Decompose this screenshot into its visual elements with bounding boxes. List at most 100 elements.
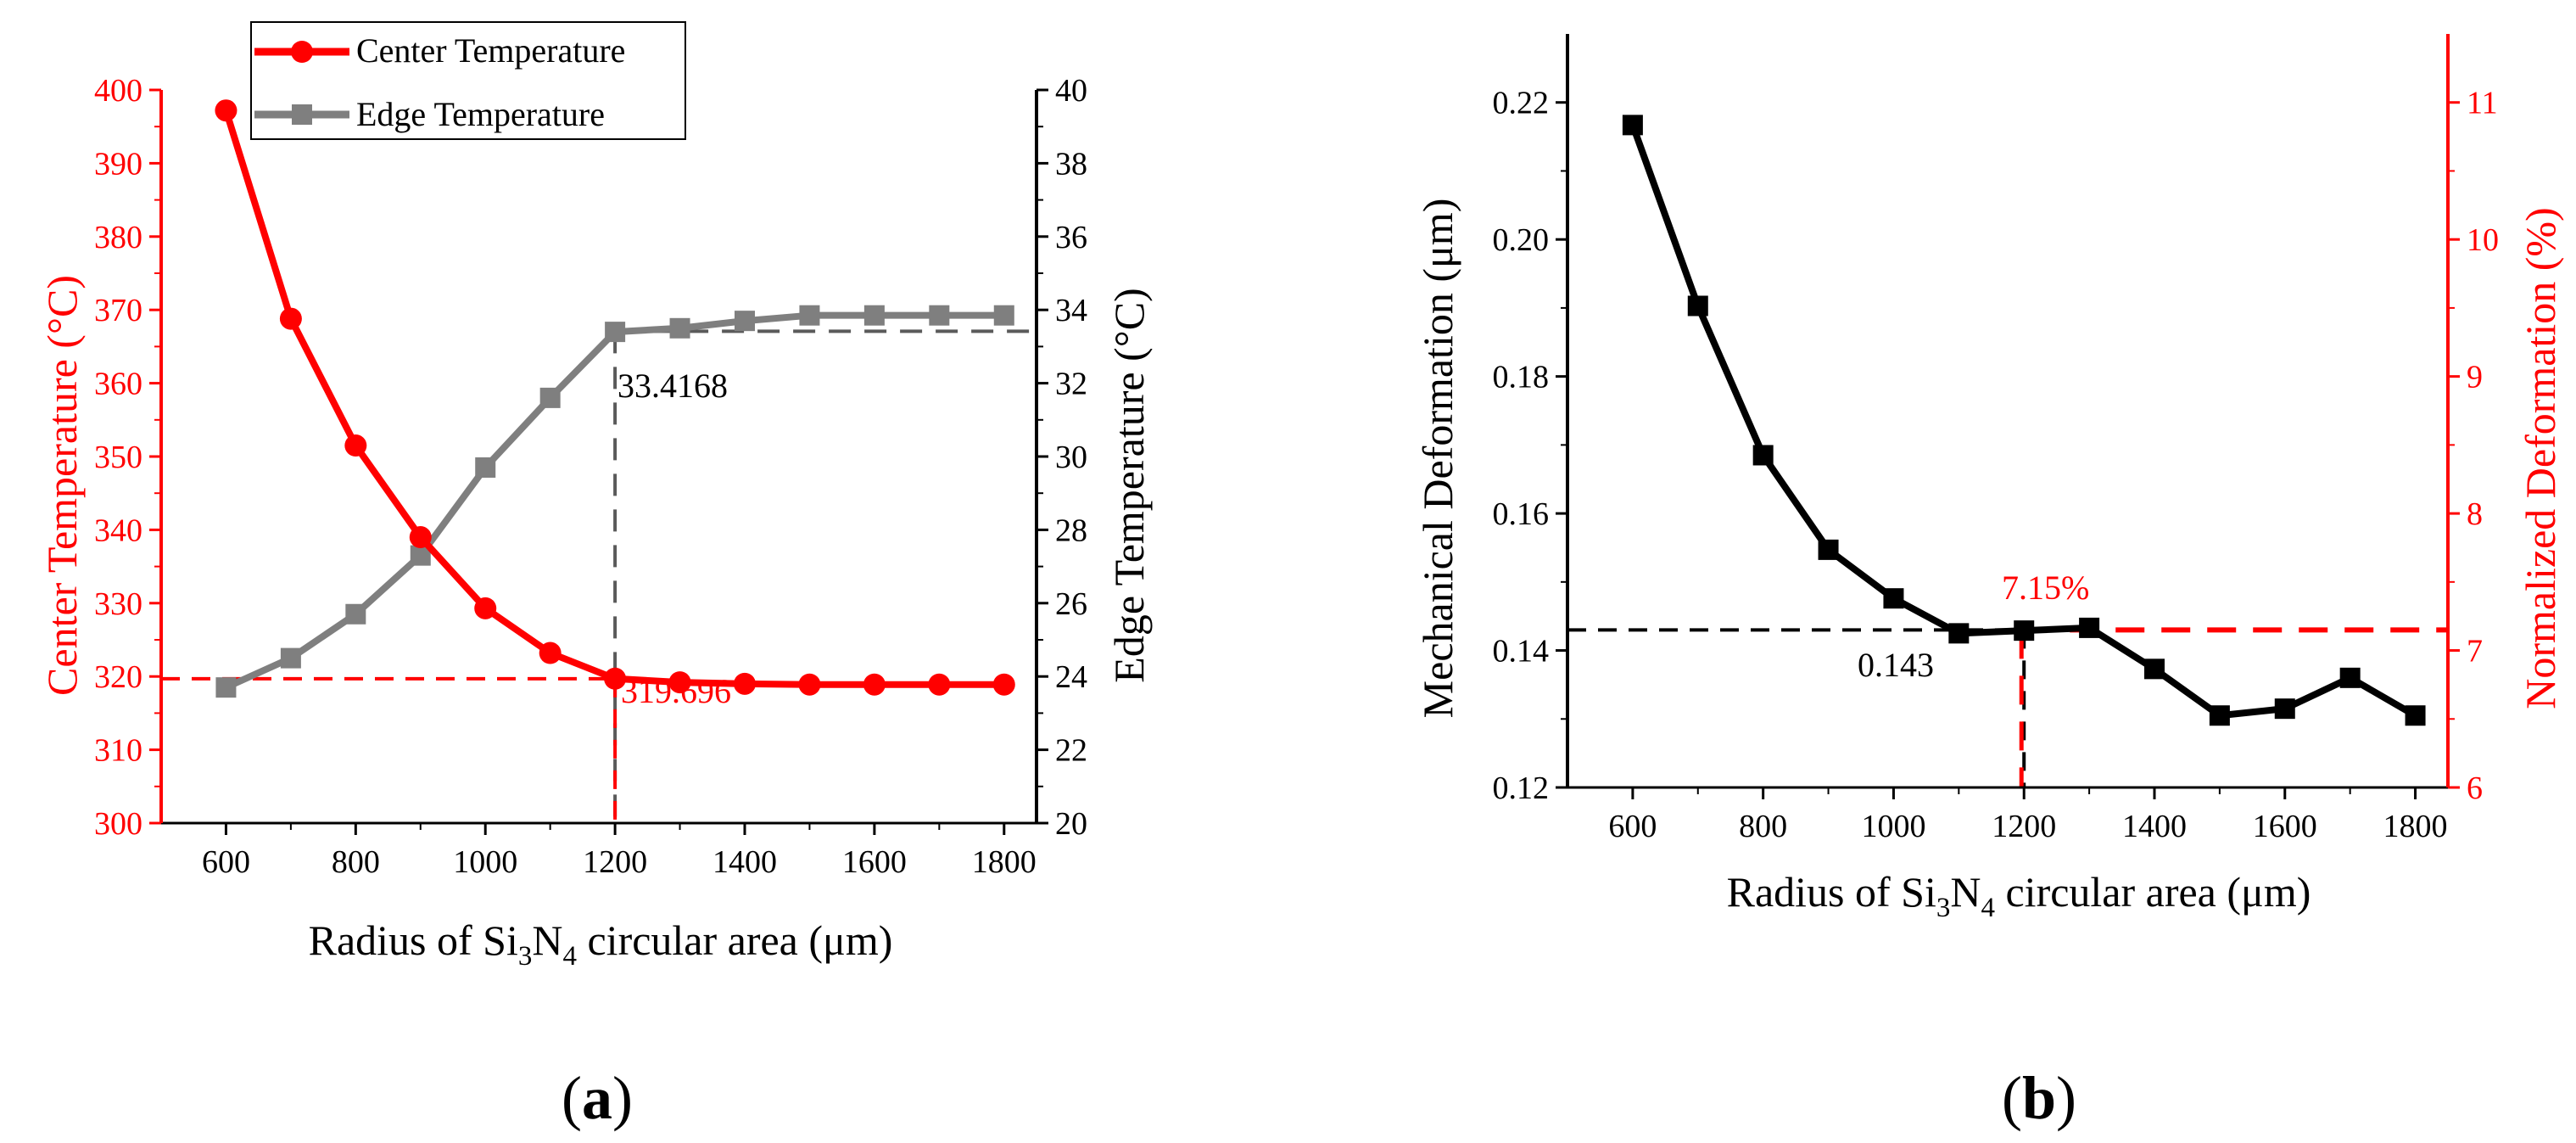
- x-tick-label: 1000: [453, 844, 517, 880]
- left-y-tick-label: 330: [94, 586, 142, 622]
- center-annotation-a: 319.696: [621, 672, 731, 710]
- center-temperature-point: [279, 307, 302, 330]
- left-y-tick-label: 300: [94, 806, 142, 842]
- right-y-tick-label: 26: [1055, 586, 1087, 622]
- right-y-tick-label: 9: [2467, 360, 2483, 395]
- left-y-tick-label: 340: [94, 513, 142, 548]
- x-tick-label: 1200: [1992, 809, 2056, 844]
- right-y-tick-label: 28: [1055, 513, 1087, 548]
- mechanical-deformation-point: [2405, 705, 2426, 726]
- right-ylabel-b: Normalized Deformation (%): [2517, 207, 2564, 709]
- mechanical-deformation-point: [1948, 623, 1970, 644]
- x-tick-label: 1400: [2122, 809, 2187, 844]
- xlabel-b: Radius of Si3N4 circular area (μm): [1727, 868, 2311, 923]
- edge-temperature-point: [539, 387, 561, 408]
- edge-temperature-point: [863, 305, 885, 326]
- left-y-tick-label: 360: [94, 367, 142, 402]
- x-tick-label: 800: [1739, 809, 1787, 844]
- edge-temperature-point: [735, 311, 755, 332]
- right-y-tick-label: 7: [2467, 634, 2483, 670]
- edge-temperature-point: [215, 677, 237, 698]
- axes-a: 600 800 1000 1200 1400 1600 1800 300 310 320 330 34…: [94, 73, 1087, 880]
- center-temperature-point: [409, 526, 432, 549]
- x-tick-label: 600: [202, 844, 250, 880]
- mechanical-deformation-point: [2014, 620, 2035, 642]
- edge-temperature-point: [475, 457, 496, 478]
- axes-b: 600 800 1000 1200 1400 1600 1800 0.12 0.14 0.16 0.…: [1493, 34, 2499, 844]
- xlabel-a: Radius of Si3N4 circular area (μm): [309, 916, 893, 972]
- mechanical-deformation-point: [2209, 705, 2230, 726]
- left-y-tick-label: 390: [94, 146, 142, 182]
- left-y-tick-label: 380: [94, 220, 142, 255]
- center-temperature-point: [215, 99, 237, 122]
- left-y-tick-label: 310: [94, 733, 142, 769]
- right-y-tick-label: 32: [1055, 367, 1087, 402]
- x-tick-label: 1800: [2383, 809, 2448, 844]
- left-y-tick-label: 320: [94, 659, 142, 695]
- x-tick-label: 800: [332, 844, 380, 880]
- center-temperature-point: [798, 673, 821, 696]
- legend-box: [250, 21, 686, 140]
- center-temperature-point: [604, 667, 627, 690]
- legend-label-center: Center Temperature: [356, 31, 625, 70]
- edge-temperature-point: [993, 305, 1014, 326]
- right-y-tick-label: 24: [1055, 659, 1087, 695]
- legend-marker-center: [291, 41, 313, 63]
- right-y-tick-label: 20: [1055, 806, 1087, 842]
- left-ylabel-a: Center Temperature (°C): [38, 275, 86, 696]
- right-y-tick-label: 6: [2467, 770, 2483, 806]
- mechanical-deformation-point: [1883, 588, 1904, 609]
- center-temperature-point: [928, 673, 951, 696]
- legend-a: Center Temperature Edge Temperature: [250, 21, 686, 140]
- right-ylabel-a: Edge Temperature (°C): [1105, 288, 1153, 682]
- right-y-tick-label: 11: [2467, 86, 2498, 121]
- x-tick-label: 1200: [583, 844, 647, 880]
- center-temperature-point: [734, 672, 756, 695]
- normalized-annotation-b: 7.15%: [2002, 569, 2089, 607]
- x-tick-label: 600: [1608, 809, 1657, 844]
- right-y-tick-label: 22: [1055, 733, 1087, 769]
- edge-temperature-point: [669, 317, 690, 339]
- left-y-tick-label: 0.16: [1493, 496, 1550, 532]
- mechanical-deformation-point: [1687, 295, 1708, 317]
- panel-a: 600 800 1000 1200 1400 1600 1800 300 310 320 330 34…: [38, 21, 1153, 1132]
- center-temperature-point: [539, 642, 562, 664]
- edge-temperature-point: [345, 603, 366, 625]
- reference-lines-a: [161, 329, 1037, 823]
- reference-lines-b: [1567, 627, 2448, 787]
- panel-label-a: (a): [562, 1064, 633, 1132]
- x-tick-label: 1600: [2253, 809, 2317, 844]
- panel-label-b: (b): [2002, 1064, 2076, 1132]
- edge-temperature-point: [929, 305, 950, 326]
- left-y-tick-label: 0.14: [1493, 634, 1550, 670]
- panel-b: 600 800 1000 1200 1400 1600 1800 0.12 0.14 0.16 0.…: [1414, 34, 2564, 1132]
- edge-annotation-a: 33.4168: [617, 367, 728, 405]
- right-y-tick-label: 38: [1055, 146, 1087, 182]
- left-y-tick-label: 370: [94, 293, 142, 328]
- series-b: [1622, 115, 2426, 726]
- legend-marker-edge: [292, 104, 312, 125]
- left-y-tick-label: 0.18: [1493, 360, 1550, 395]
- center-temperature-point: [344, 434, 367, 457]
- center-temperature-point: [474, 597, 497, 619]
- left-y-tick-label: 0.22: [1493, 86, 1550, 121]
- mechanical-deformation-point: [2144, 658, 2165, 680]
- x-tick-label: 1800: [972, 844, 1037, 880]
- mechanical-deformation-point: [1818, 539, 1839, 560]
- right-y-tick-label: 36: [1055, 220, 1087, 255]
- center-temperature-point: [992, 673, 1015, 696]
- mechanical-deformation-point: [1622, 115, 1643, 136]
- center-temperature-point: [863, 673, 886, 696]
- x-tick-label: 1400: [712, 844, 777, 880]
- deformation-annotation-b: 0.143: [1858, 646, 1934, 684]
- left-y-tick-label: 400: [94, 73, 142, 109]
- right-y-tick-label: 34: [1055, 293, 1087, 328]
- left-y-tick-label: 0.12: [1493, 770, 1550, 806]
- series-a: [215, 99, 1015, 698]
- edge-temperature-point: [799, 305, 820, 326]
- right-y-tick-label: 30: [1055, 440, 1087, 475]
- x-tick-label: 1600: [842, 844, 907, 880]
- legend-label-edge: Edge Temperature: [356, 95, 605, 133]
